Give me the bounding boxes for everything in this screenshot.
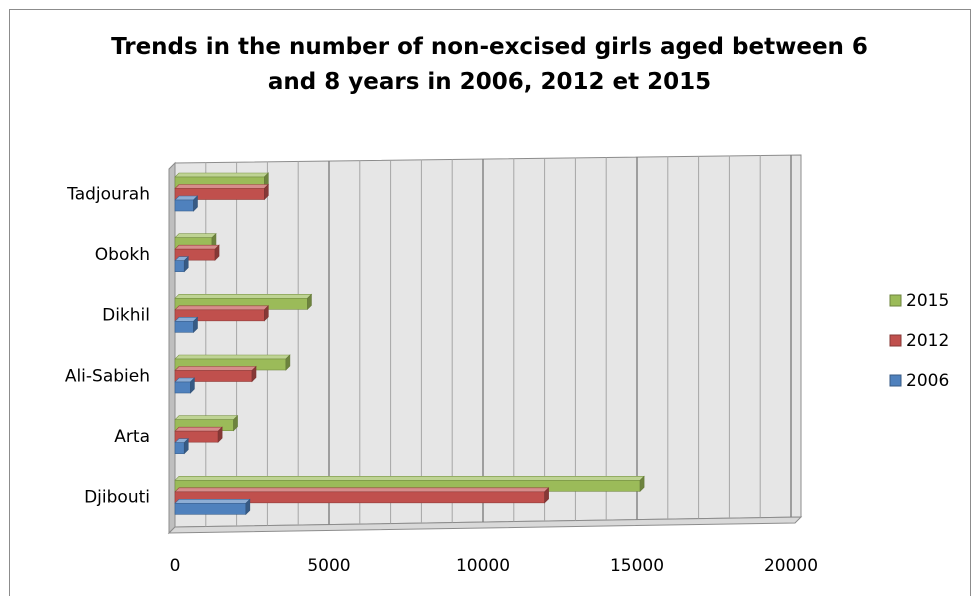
x-tick-label: 0 — [170, 556, 181, 576]
bar-dikhil-2015-top — [174, 294, 313, 299]
y-tick-label-arta: Arta — [114, 427, 150, 447]
y-tick-label-obokh: Obokh — [95, 245, 150, 265]
bar-obokh-2015-top — [174, 233, 217, 238]
legend-label-2006: 2006 — [906, 371, 949, 391]
legend-swatch-2012 — [889, 334, 902, 347]
bar-obokh-2006 — [174, 260, 185, 272]
bar-djibouti-2015-top — [174, 476, 645, 481]
legend-swatch-2006 — [889, 374, 902, 387]
x-tick-label: 5000 — [307, 556, 350, 576]
back-wall — [174, 154, 802, 528]
bar-tadjourah-2006 — [174, 199, 194, 212]
legend-label-2015: 2015 — [906, 291, 949, 311]
legend: 2015 2012 2006 — [889, 291, 949, 391]
x-tick-label: 10000 — [456, 556, 510, 576]
bar-arta-2015-top — [174, 415, 239, 420]
bar-obokh-2012-top — [174, 244, 220, 250]
bar-dikhil-2006-end — [193, 316, 198, 334]
bar-ali-sabieh-2012-top — [174, 366, 257, 371]
bar-ali-sabieh-2006-end — [190, 377, 195, 394]
side-wall — [168, 161, 176, 535]
y-axis-labels: Djibouti Arta Ali-Sabieh Dikhil Obokh Tadjour… — [65, 184, 150, 507]
bar-dikhil-2006 — [174, 321, 194, 333]
bar-ali-sabieh-2012-end — [251, 365, 257, 383]
bar-ali-sabieh-2006 — [174, 381, 191, 394]
chart-title-line-2: and 8 years in 2006, 2012 et 2015 — [267, 69, 712, 95]
y-tick-label-ali-sabieh: Ali-Sabieh — [65, 366, 150, 386]
bar-djibouti-2006 — [174, 503, 247, 515]
x-tick-label: 15000 — [610, 556, 664, 576]
legend-label-2012: 2012 — [906, 331, 949, 351]
bar-ali-sabieh-2015-top — [174, 354, 291, 360]
bar-tadjourah-2006-end — [193, 195, 198, 212]
bar-obokh-2012-end — [214, 244, 220, 261]
y-tick-label-dikhil: Dikhil — [102, 306, 150, 326]
bar-tadjourah-2015-top — [174, 172, 270, 178]
bar-dikhil-2012-top — [174, 305, 270, 311]
bar-dikhil-2012-end — [264, 305, 269, 322]
bar-arta-2015-end — [233, 414, 238, 432]
plot-walls — [167, 154, 803, 535]
bar-arta-2012-top — [174, 426, 223, 432]
x-tick-label: 20000 — [764, 556, 818, 576]
y-tick-label-djibouti: Djibouti — [84, 488, 150, 508]
bar-djibouti-2012-end — [544, 487, 549, 504]
bar-djibouti-2006-end — [245, 498, 251, 516]
bars — [174, 172, 645, 516]
legend-swatch-2015 — [889, 294, 902, 307]
y-tick-label-tadjourah: Tadjourah — [66, 184, 150, 204]
bar-ali-sabieh-2015-end — [285, 354, 291, 371]
bar-djibouti-2012-top — [174, 487, 550, 493]
bar-obokh-2006-end — [183, 255, 189, 273]
bar-arta-2006 — [174, 442, 185, 454]
bar-arta-2012-end — [217, 426, 223, 443]
chart-title-line-1: Trends in the number of non-excised girl… — [111, 34, 868, 60]
bar-tadjourah-2012-end — [264, 183, 269, 201]
bar-tadjourah-2012-top — [174, 184, 270, 189]
bar-djibouti-2015-end — [639, 475, 645, 493]
bar-dikhil-2015-end — [307, 293, 312, 311]
bar-djibouti-2006-top — [174, 499, 251, 504]
bar-arta-2006-end — [183, 437, 189, 455]
x-axis-labels: 0 5000 10000 15000 20000 — [170, 556, 818, 576]
gridlines — [205, 155, 792, 527]
chart-title: Trends in the number of non-excised girl… — [0, 30, 979, 100]
floor — [167, 516, 803, 534]
